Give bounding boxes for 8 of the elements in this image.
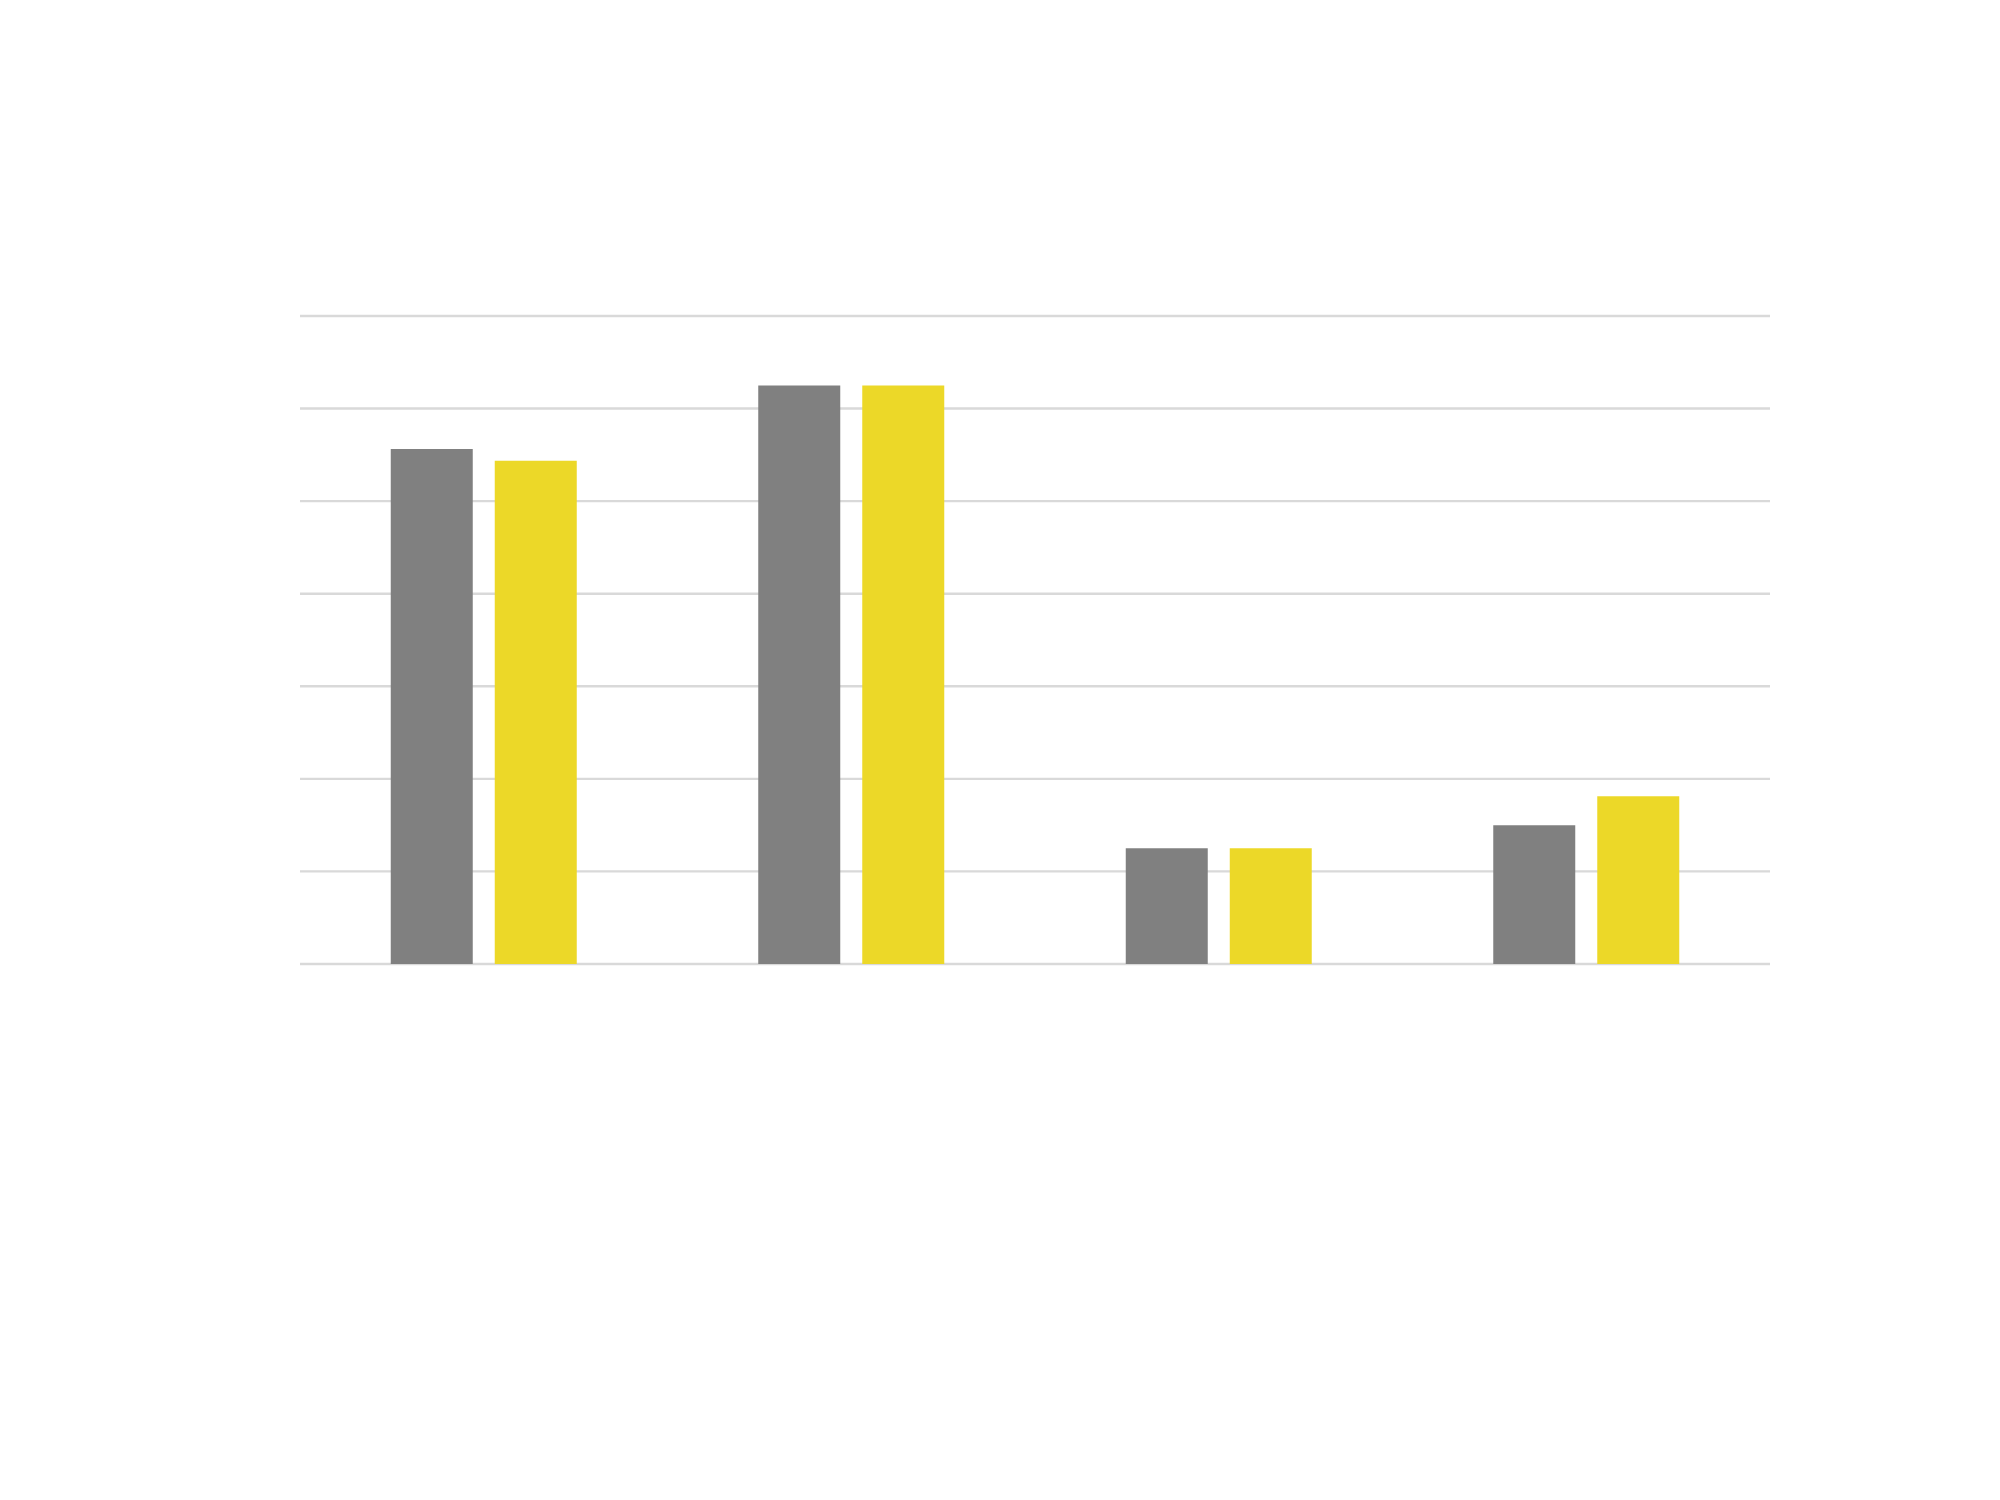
bar (1597, 796, 1680, 964)
bar (862, 385, 945, 964)
bar (1125, 848, 1208, 964)
bar (1229, 848, 1312, 964)
bar (390, 449, 473, 964)
bar (494, 460, 577, 964)
bar (758, 385, 841, 964)
bar (1493, 825, 1576, 964)
